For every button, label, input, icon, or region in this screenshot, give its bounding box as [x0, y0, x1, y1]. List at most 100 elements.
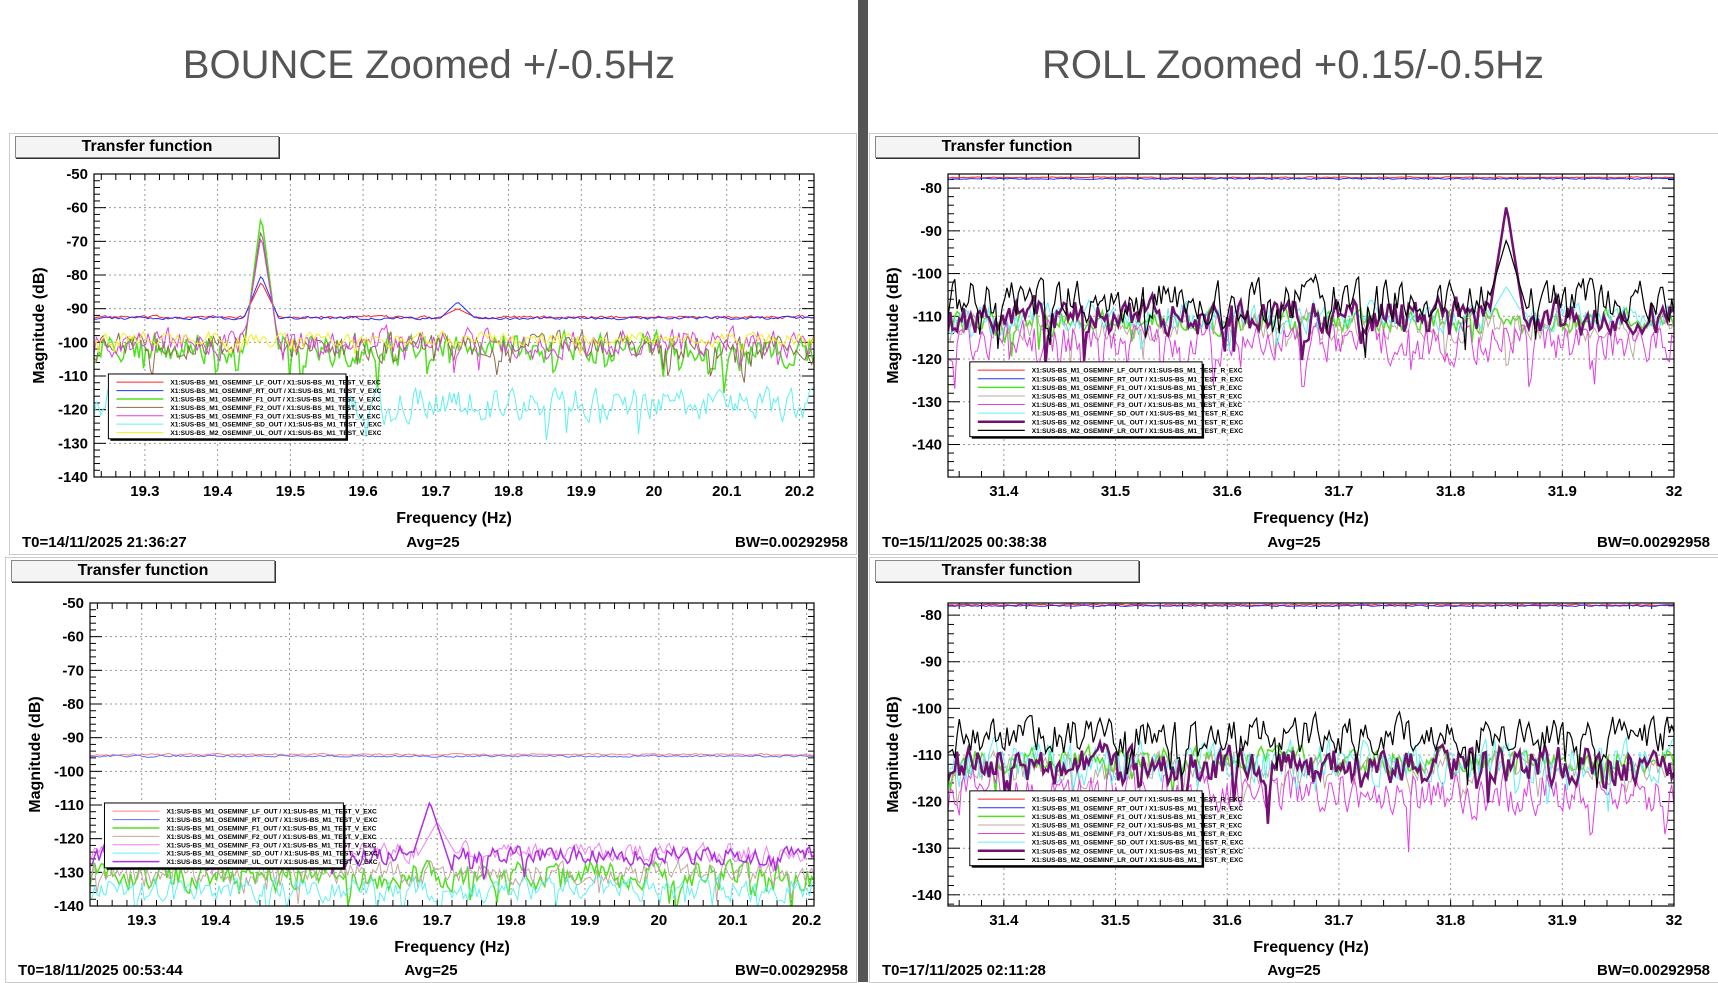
- legend-entry: X1:SUS-BS_M1_OSEMINF_RT_OUT / X1:SUS-BS_…: [1032, 805, 1244, 812]
- series-line: [94, 276, 814, 321]
- legend-entry: X1:SUS-BS_M1_OSEMINF_LF_OUT / X1:SUS-BS_…: [170, 380, 381, 387]
- series-line: [948, 603, 1674, 607]
- legend-box: [103, 802, 344, 869]
- legend-entry: X1:SUS-BS_M2_OSEMINF_UL_OUT / X1:SUS-BS_…: [1032, 419, 1244, 426]
- legend-entry: X1:SUS-BS_M1_OSEMINF_RT_OUT / X1:SUS-BS_…: [170, 388, 381, 395]
- transfer-function-label: Transfer function: [15, 136, 279, 158]
- legend-entry: X1:SUS-BS_M1_OSEMINF_LF_OUT / X1:SUS-BS_…: [1032, 797, 1243, 804]
- legend-entry: X1:SUS-BS_M1_OSEMINF_F1_OUT / X1:SUS-BS_…: [166, 825, 376, 832]
- y-tick-label: -140: [912, 437, 942, 454]
- y-tick-label: -100: [912, 266, 942, 283]
- transfer-function-label: Transfer function: [11, 560, 275, 582]
- chart-panel-roll-bottom: Transfer function 31.4 31.5 31.6 31.7 31.8 31.…: [869, 557, 1718, 983]
- footer-bw: BW=0.00292958: [735, 962, 848, 979]
- y-tick-label: -80: [62, 696, 84, 713]
- chart-svg: 31.4 31.5 31.6 31.7 31.8 31.9 32 -140 -130 -120 -1…: [882, 173, 1710, 551]
- series-line: [90, 873, 814, 906]
- footer-bw: BW=0.00292958: [735, 534, 848, 551]
- y-tick-label: -50: [62, 595, 84, 612]
- legend-entry: X1:SUS-BS_M1_OSEMINF_SD_OUT / X1:SUS-BS_…: [170, 422, 382, 429]
- x-tick-label: 31.7: [1324, 912, 1353, 929]
- x-tick-label: 31.9: [1548, 912, 1577, 929]
- y-tick-label: -80: [66, 267, 88, 284]
- x-tick-label: 19.6: [348, 483, 377, 500]
- y-tick-label: -80: [920, 180, 942, 197]
- plot-frame: [89, 602, 815, 907]
- legend-entry: X1:SUS-BS_M1_OSEMINF_F1_OUT / X1:SUS-BS_…: [1032, 814, 1243, 821]
- y-tick-label: -120: [58, 402, 88, 419]
- x-tick-label: 31.7: [1324, 483, 1353, 500]
- y-tick-label: -60: [62, 629, 84, 646]
- series-line: [948, 749, 1674, 806]
- y-tick-label: -140: [54, 898, 84, 915]
- x-tick-label: 19.6: [349, 912, 378, 929]
- x-tick-label: 32: [1666, 483, 1683, 500]
- x-tick-label: 31.5: [1101, 912, 1130, 929]
- legend-entry: X1:SUS-BS_M1_OSEMINF_F2_OUT / X1:SUS-BS_…: [1032, 822, 1243, 829]
- footer-bw: BW=0.00292958: [1597, 962, 1710, 979]
- chart-svg: 19.3 19.4 19.5 19.6 19.7 19.8 19.9 20 20.1 20.2 -1…: [18, 595, 848, 979]
- chart-svg: 31.4 31.5 31.6 31.7 31.8 31.9 32 -140 -130 -120 -1…: [882, 602, 1710, 979]
- series-line: [90, 754, 814, 758]
- y-tick-label: -120: [54, 831, 84, 848]
- y-tick-label: -100: [58, 334, 88, 351]
- series-line: [948, 316, 1674, 390]
- x-tick-label: 31.5: [1101, 483, 1130, 500]
- series-line: [94, 282, 814, 320]
- x-tick-label: 19.3: [127, 912, 156, 929]
- legend-entry: X1:SUS-BS_M1_OSEMINF_F3_OUT / X1:SUS-BS_…: [1032, 831, 1243, 838]
- chart-panel-roll-top: Transfer function 31.4 31.5 31.6 31.7 31.8 31.…: [869, 133, 1718, 555]
- column-divider: [858, 0, 868, 982]
- y-tick-label: -140: [912, 887, 942, 904]
- legend-entry: X1:SUS-BS_M1_OSEMINF_F2_OUT / X1:SUS-BS_…: [166, 834, 376, 841]
- x-tick-label: 31.6: [1213, 483, 1242, 500]
- y-tick-label: -60: [66, 200, 88, 217]
- legend-entry: X1:SUS-BS_M1_OSEMINF_LF_OUT / X1:SUS-BS_…: [1032, 368, 1243, 375]
- footer-avg: Avg=25: [1267, 534, 1320, 551]
- series-line: [94, 217, 814, 394]
- legend-entry: X1:SUS-BS_M1_OSEMINF_LF_OUT / X1:SUS-BS_…: [166, 809, 377, 816]
- x-tick-label: 31.8: [1436, 912, 1465, 929]
- legend-entry: X1:SUS-BS_M1_OSEMINF_F3_OUT / X1:SUS-BS_…: [166, 842, 376, 849]
- x-tick-label: 20.1: [712, 483, 741, 500]
- x-tick-label: 19.8: [494, 483, 523, 500]
- legend-box: [969, 361, 1203, 438]
- footer-t0: T0=17/11/2025 02:11:28: [882, 962, 1046, 979]
- footer-avg: Avg=25: [1267, 962, 1320, 979]
- x-tick-label: 19.5: [275, 912, 304, 929]
- legend-box: [969, 790, 1203, 867]
- x-tick-label: 19.3: [130, 483, 159, 500]
- series-line: [948, 737, 1674, 824]
- x-tick-label: 19.9: [570, 912, 599, 929]
- y-tick-label: -110: [913, 747, 942, 764]
- series-line: [94, 231, 814, 383]
- series-line: [90, 752, 814, 757]
- y-tick-label: -130: [54, 864, 84, 881]
- y-tick-label: -130: [58, 435, 88, 452]
- y-tick-label: -120: [912, 351, 942, 368]
- chart-svg: 19.3 19.4 19.5 19.6 19.7 19.8 19.9 20 20.1 20.2 -1…: [22, 166, 848, 551]
- y-tick-label: -100: [54, 763, 84, 780]
- y-tick-label: -110: [59, 368, 88, 385]
- x-tick-label: 19.8: [497, 912, 526, 929]
- x-tick-label: 19.9: [567, 483, 596, 500]
- y-tick-label: -50: [66, 166, 88, 183]
- legend-entry: X1:SUS-BS_M1_OSEMINF_SD_OUT / X1:SUS-BS_…: [1032, 411, 1244, 418]
- x-tick-label: 19.4: [201, 912, 231, 929]
- y-tick-label: -110: [913, 308, 942, 325]
- footer-avg: Avg=25: [406, 534, 459, 551]
- footer-avg: Avg=25: [404, 962, 457, 979]
- y-axis-label: Magnitude (dB): [27, 696, 44, 812]
- legend-entry: X1:SUS-BS_M1_OSEMINF_SD_OUT / X1:SUS-BS_…: [1032, 840, 1244, 847]
- x-axis-label: Frequency (Hz): [396, 510, 512, 527]
- legend-entry: X1:SUS-BS_M2_OSEMINF_LR_OUT / X1:SUS-BS_…: [1032, 857, 1244, 864]
- x-tick-label: 20: [651, 912, 668, 929]
- footer-bw: BW=0.00292958: [1597, 534, 1710, 551]
- plot-frame: [93, 173, 815, 478]
- y-axis-label: Magnitude (dB): [885, 267, 902, 383]
- y-tick-label: -130: [912, 394, 942, 411]
- legend-box: [107, 373, 347, 440]
- x-tick-label: 31.9: [1548, 483, 1577, 500]
- footer-t0: T0=18/11/2025 00:53:44: [18, 962, 183, 979]
- x-tick-label: 20.1: [718, 912, 747, 929]
